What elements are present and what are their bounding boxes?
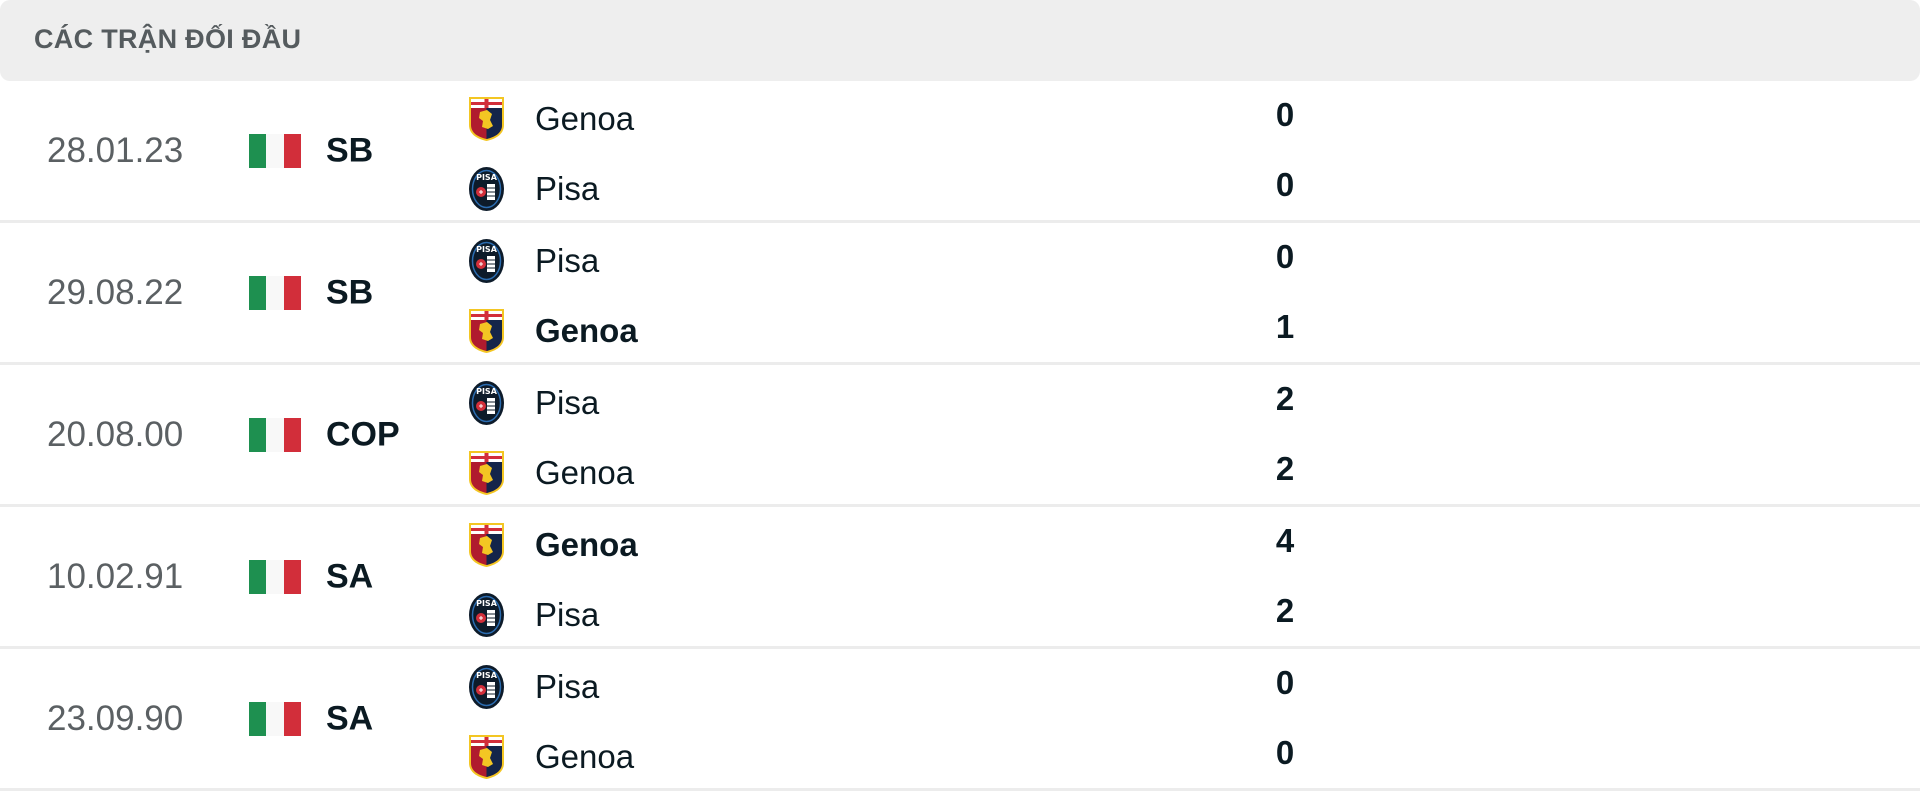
italy-flag-icon xyxy=(249,133,301,168)
team-name: Pisa xyxy=(535,170,600,207)
match-date: 10.02.91 xyxy=(47,556,184,596)
match-date: 29.08.22 xyxy=(47,272,184,312)
italy-flag-icon xyxy=(249,701,301,736)
head-to-head-header: CÁC TRẬN ĐỐI ĐẦU xyxy=(0,0,1920,81)
score-home: 0 xyxy=(1275,96,1295,133)
svg-text:PISA: PISA xyxy=(476,245,498,254)
team-name: Genoa xyxy=(535,738,635,775)
team-name: Genoa xyxy=(535,526,638,563)
league-code: SB xyxy=(326,131,374,169)
team-away: PISA Pisa xyxy=(468,166,1368,212)
italy-flag-icon xyxy=(249,559,301,594)
match-row[interactable]: 28.01.23 SB Genoa 0 PISA Pisa 0 xyxy=(0,81,1920,223)
league-code: SA xyxy=(326,699,374,737)
team-away: PISA Pisa xyxy=(468,592,1368,638)
score-home: 0 xyxy=(1275,238,1295,275)
match-date: 20.08.00 xyxy=(47,414,184,454)
svg-text:PISA: PISA xyxy=(476,387,498,396)
score-away: 2 xyxy=(1275,450,1295,487)
svg-text:PISA: PISA xyxy=(476,599,498,608)
score-home: 2 xyxy=(1275,380,1295,417)
svg-text:PISA: PISA xyxy=(476,671,498,680)
pisa-logo-icon: PISA xyxy=(468,166,505,212)
genoa-logo-icon xyxy=(468,450,505,496)
team-home: PISA Pisa xyxy=(468,380,1368,426)
genoa-logo-icon xyxy=(468,96,505,142)
score-away: 1 xyxy=(1275,308,1295,345)
team-name: Genoa xyxy=(535,312,638,349)
team-home: PISA Pisa xyxy=(468,238,1368,284)
team-away: Genoa xyxy=(468,308,1368,354)
svg-text:PISA: PISA xyxy=(476,173,498,182)
team-name: Pisa xyxy=(535,668,600,705)
genoa-logo-icon xyxy=(468,522,505,568)
league-code: SA xyxy=(326,557,374,595)
italy-flag-icon xyxy=(249,417,301,452)
team-home: Genoa xyxy=(468,522,1368,568)
section-title: CÁC TRẬN ĐỐI ĐẦU xyxy=(34,24,302,54)
team-home: Genoa xyxy=(468,96,1368,142)
team-home: PISA Pisa xyxy=(468,664,1368,710)
match-row[interactable]: 10.02.91 SA Genoa 4 PISA Pisa 2 xyxy=(0,507,1920,649)
score-away: 2 xyxy=(1275,592,1295,629)
match-date: 28.01.23 xyxy=(47,130,184,170)
genoa-logo-icon xyxy=(468,734,505,780)
league-code: COP xyxy=(326,415,400,453)
score-away: 0 xyxy=(1275,734,1295,771)
match-row[interactable]: 29.08.22 SB PISA Pisa 0 Genoa 1 xyxy=(0,223,1920,365)
team-name: Pisa xyxy=(535,384,600,421)
genoa-logo-icon xyxy=(468,308,505,354)
score-home: 4 xyxy=(1275,522,1295,559)
italy-flag-icon xyxy=(249,275,301,310)
match-row[interactable]: 20.08.00 COP PISA Pisa 2 Genoa 2 xyxy=(0,365,1920,507)
score-home: 0 xyxy=(1275,664,1295,701)
league-code: SB xyxy=(326,273,374,311)
team-away: Genoa xyxy=(468,450,1368,496)
pisa-logo-icon: PISA xyxy=(468,238,505,284)
team-name: Pisa xyxy=(535,242,600,279)
team-away: Genoa xyxy=(468,734,1368,780)
match-row[interactable]: 23.09.90 SA PISA Pisa 0 Genoa 0 xyxy=(0,649,1920,791)
score-away: 0 xyxy=(1275,166,1295,203)
team-name: Genoa xyxy=(535,454,635,491)
match-date: 23.09.90 xyxy=(47,698,184,738)
team-name: Genoa xyxy=(535,100,635,137)
pisa-logo-icon: PISA xyxy=(468,592,505,638)
pisa-logo-icon: PISA xyxy=(468,380,505,426)
pisa-logo-icon: PISA xyxy=(468,664,505,710)
team-name: Pisa xyxy=(535,596,600,633)
